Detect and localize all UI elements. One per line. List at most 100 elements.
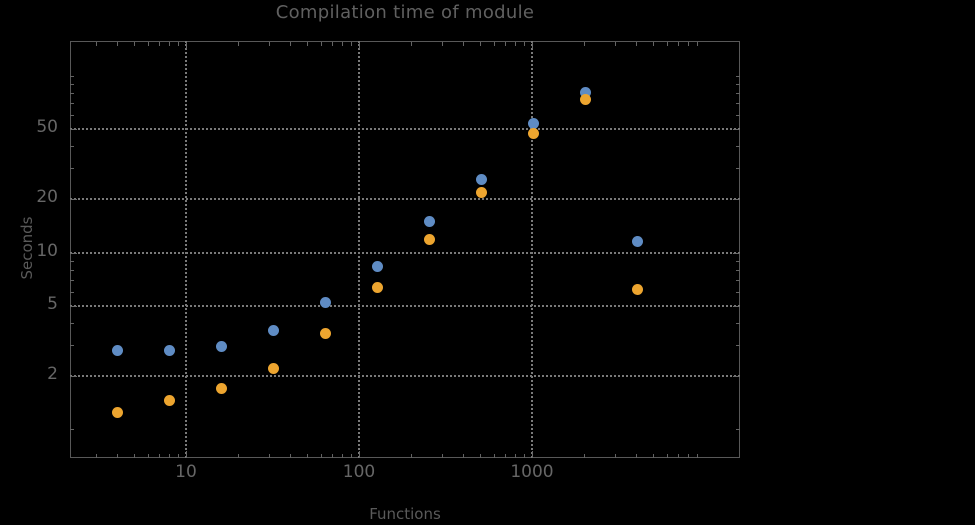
x-axis-minor-tick (133, 42, 135, 46)
y-tick-label: 5 (47, 293, 58, 314)
x-axis-minor-tick (332, 42, 334, 46)
y-axis-minor-tick (736, 291, 740, 293)
y-axis-tick (70, 376, 77, 378)
gridline-horizontal (70, 128, 740, 130)
x-axis-minor-tick (159, 42, 161, 46)
y-axis-minor-tick (70, 146, 74, 148)
x-axis-tick (186, 451, 187, 458)
y-axis-tick (733, 199, 740, 201)
y-axis-minor-tick (736, 429, 740, 431)
data-point-orange (111, 406, 123, 418)
y-axis-tick (733, 252, 740, 254)
y-tick-label: 50 (36, 117, 58, 137)
x-axis-minor-tick (290, 454, 292, 458)
data-point-orange (528, 128, 540, 140)
chart-title: Compilation time of module (275, 2, 535, 23)
y-axis-minor-tick (70, 429, 74, 431)
y-axis-minor-tick (70, 83, 74, 85)
x-axis-tick (359, 42, 360, 49)
gridline-vertical (358, 41, 360, 458)
gridline-vertical (531, 41, 533, 458)
y-axis-minor-tick (70, 115, 74, 116)
y-axis-minor-tick (70, 103, 74, 105)
x-axis-minor-tick (479, 454, 481, 458)
y-axis-minor-tick (736, 322, 740, 324)
data-point-blue (632, 236, 644, 248)
x-axis-tick (186, 42, 187, 49)
x-axis-minor-tick (342, 454, 344, 458)
x-axis-minor-tick (133, 454, 135, 458)
x-axis-minor-tick (515, 42, 517, 46)
x-axis-minor-tick (652, 42, 654, 46)
data-point-blue (528, 117, 540, 129)
data-point-orange (319, 327, 331, 339)
y-axis-minor-tick (736, 279, 740, 281)
gridline-horizontal (70, 198, 740, 201)
y-axis-tick (733, 129, 740, 130)
data-point-orange (372, 282, 384, 294)
x-axis-minor-tick (584, 454, 586, 458)
data-point-blue (215, 340, 227, 352)
y-axis-minor-tick (70, 168, 74, 170)
data-point-orange (215, 382, 227, 394)
y-axis-tick (70, 199, 77, 201)
x-axis-title: Functions (369, 505, 441, 523)
x-axis-minor-tick (178, 42, 180, 46)
x-axis-minor-tick (636, 42, 638, 46)
y-axis-minor-tick (70, 269, 74, 271)
y-axis-minor-tick (70, 291, 74, 293)
x-tick-label: 10 (175, 462, 197, 482)
x-axis-minor-tick (463, 42, 465, 46)
data-point-blue (111, 344, 123, 356)
x-axis-minor-tick (95, 42, 97, 46)
x-tick-label: 1000 (510, 462, 554, 482)
x-axis-minor-tick (320, 454, 322, 458)
y-axis-tick (70, 129, 77, 130)
y-tick-label: 2 (47, 364, 58, 385)
data-point-blue (319, 297, 331, 309)
x-axis-minor-tick (332, 454, 334, 458)
x-axis-minor-tick (441, 454, 443, 458)
y-axis-minor-tick (736, 269, 740, 271)
gridline-vertical (185, 41, 187, 458)
x-axis-minor-tick (652, 454, 654, 458)
x-axis-minor-tick (290, 42, 292, 46)
x-tick-label: 100 (342, 462, 376, 482)
x-axis-minor-tick (666, 454, 668, 458)
x-axis-minor-tick (524, 42, 526, 46)
x-axis-minor-tick (268, 42, 270, 46)
y-axis-minor-tick (736, 168, 740, 170)
x-axis-minor-tick (169, 454, 171, 458)
y-tick-label: 20 (36, 187, 58, 208)
x-axis-minor-tick (678, 454, 680, 458)
y-axis-minor-tick (736, 344, 740, 346)
x-axis-minor-tick (342, 42, 344, 46)
data-point-blue (580, 87, 592, 99)
x-axis-minor-tick (268, 454, 270, 458)
x-axis-minor-tick (493, 42, 495, 46)
y-axis-minor-tick (70, 75, 74, 77)
x-axis-minor-tick (238, 454, 240, 458)
x-axis-minor-tick (505, 454, 507, 458)
x-axis-minor-tick (584, 42, 586, 46)
x-axis-minor-tick (688, 42, 690, 46)
x-axis-minor-tick (479, 42, 481, 46)
x-axis-tick (532, 451, 533, 458)
y-axis-minor-tick (736, 103, 740, 105)
x-axis-minor-tick (411, 42, 413, 46)
x-axis-tick (532, 42, 533, 49)
x-axis-minor-tick (614, 42, 616, 46)
gridline-horizontal (70, 251, 740, 254)
x-axis-minor-tick (614, 454, 616, 458)
x-axis-minor-tick (441, 42, 443, 46)
data-point-blue (267, 325, 279, 337)
y-axis-minor-tick (736, 260, 740, 262)
x-axis-tick (359, 451, 360, 458)
data-point-orange (424, 234, 436, 246)
x-axis-minor-tick (306, 42, 308, 46)
data-point-blue (163, 344, 175, 356)
x-axis-minor-tick (306, 454, 308, 458)
x-axis-minor-tick (463, 454, 465, 458)
data-point-orange (163, 395, 175, 407)
y-axis-minor-tick (70, 322, 74, 324)
